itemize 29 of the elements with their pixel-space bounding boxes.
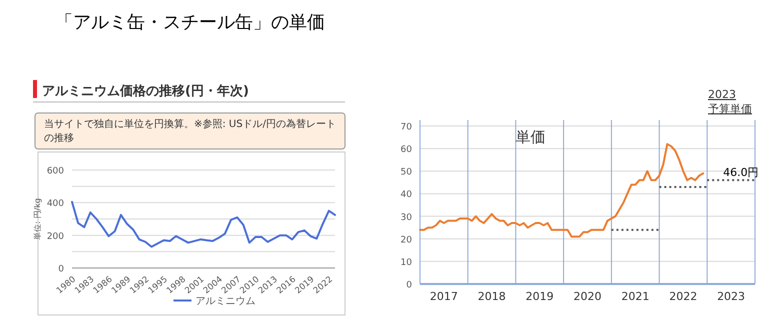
line-series — [71, 200, 336, 248]
y-tick-label: 200 — [46, 232, 64, 242]
y-tick-label: 20 — [400, 235, 412, 246]
x-tick-label: 2022 — [669, 290, 698, 303]
y-tick-label: 60 — [400, 145, 412, 156]
chart-title: アルミニウム価格の推移(円・年次) — [42, 84, 249, 99]
line-series — [419, 143, 704, 238]
y-tick-label: 50 — [400, 168, 412, 178]
text: 当サイトで独自に単位を円換算。※参照: USドル/円の為替レートの推移 — [44, 118, 336, 144]
y-tick-label: 40 — [400, 190, 412, 200]
x-tick-label: 2018 — [478, 290, 506, 303]
x-tick-label: 2023 — [717, 290, 746, 303]
annotation: 46.0円 — [723, 166, 759, 180]
chart-title: 単価 — [516, 128, 546, 146]
y-tick-label: 0 — [58, 264, 64, 274]
y-tick-label: 30 — [400, 212, 412, 223]
y-tick-label: 70 — [400, 122, 412, 132]
x-tick-label: 2017 — [430, 290, 458, 303]
y-axis-title: 単位: 円/kg — [33, 198, 42, 240]
y-tick-label: 0 — [406, 280, 412, 290]
y-tick-label: 600 — [46, 166, 64, 176]
x-tick-label: 2021 — [621, 290, 650, 303]
x-tick-label: 2020 — [574, 290, 602, 303]
text: 「アルミ缶・スチール缶」の単価 — [55, 12, 325, 33]
x-tick-label: 2019 — [526, 290, 554, 303]
text: 2023 予算単価 — [708, 88, 752, 116]
legend-label: アルミニウム — [196, 296, 256, 307]
y-tick-label: 400 — [46, 199, 64, 210]
y-tick-label: 10 — [400, 258, 412, 268]
